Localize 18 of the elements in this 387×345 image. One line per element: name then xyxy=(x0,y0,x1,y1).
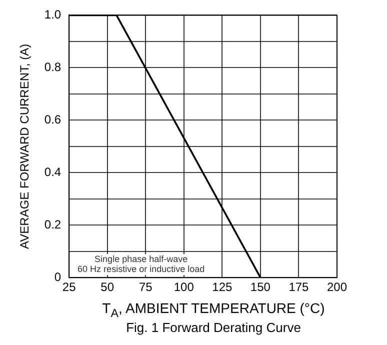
y-tick-label: 0 xyxy=(54,270,62,284)
y-tick-label: 0.6 xyxy=(44,112,62,126)
y-axis-title: AVERAGE FORWARD CURRENT, (A) xyxy=(18,44,32,249)
x-axis-title: T$_{A}$, AMBIENT TEMPERATURE (°C) xyxy=(101,300,326,320)
annotation: Single phase half-wave 60 Hz resistive or inductive load xyxy=(78,254,205,274)
y-tick-label: 0.4 xyxy=(44,164,62,179)
x-tick-label: 50 xyxy=(100,280,114,294)
y-tick-label: 0.8 xyxy=(44,60,62,74)
text: Fig. 1 Forward Derating Curve xyxy=(125,320,302,335)
y-tick-label: 0.2 xyxy=(44,217,62,232)
x-tick-label: 25 xyxy=(62,280,76,294)
x-tick-label: 200 xyxy=(326,280,348,294)
y-tick-label: 1.0 xyxy=(44,8,62,22)
x-tick-label: 175 xyxy=(288,280,310,294)
x-tick-label: 100 xyxy=(174,280,194,294)
x-tick-label: 75 xyxy=(138,280,153,294)
x-tick-label: 125 xyxy=(212,280,233,294)
x-tick-label: 150 xyxy=(250,280,271,294)
